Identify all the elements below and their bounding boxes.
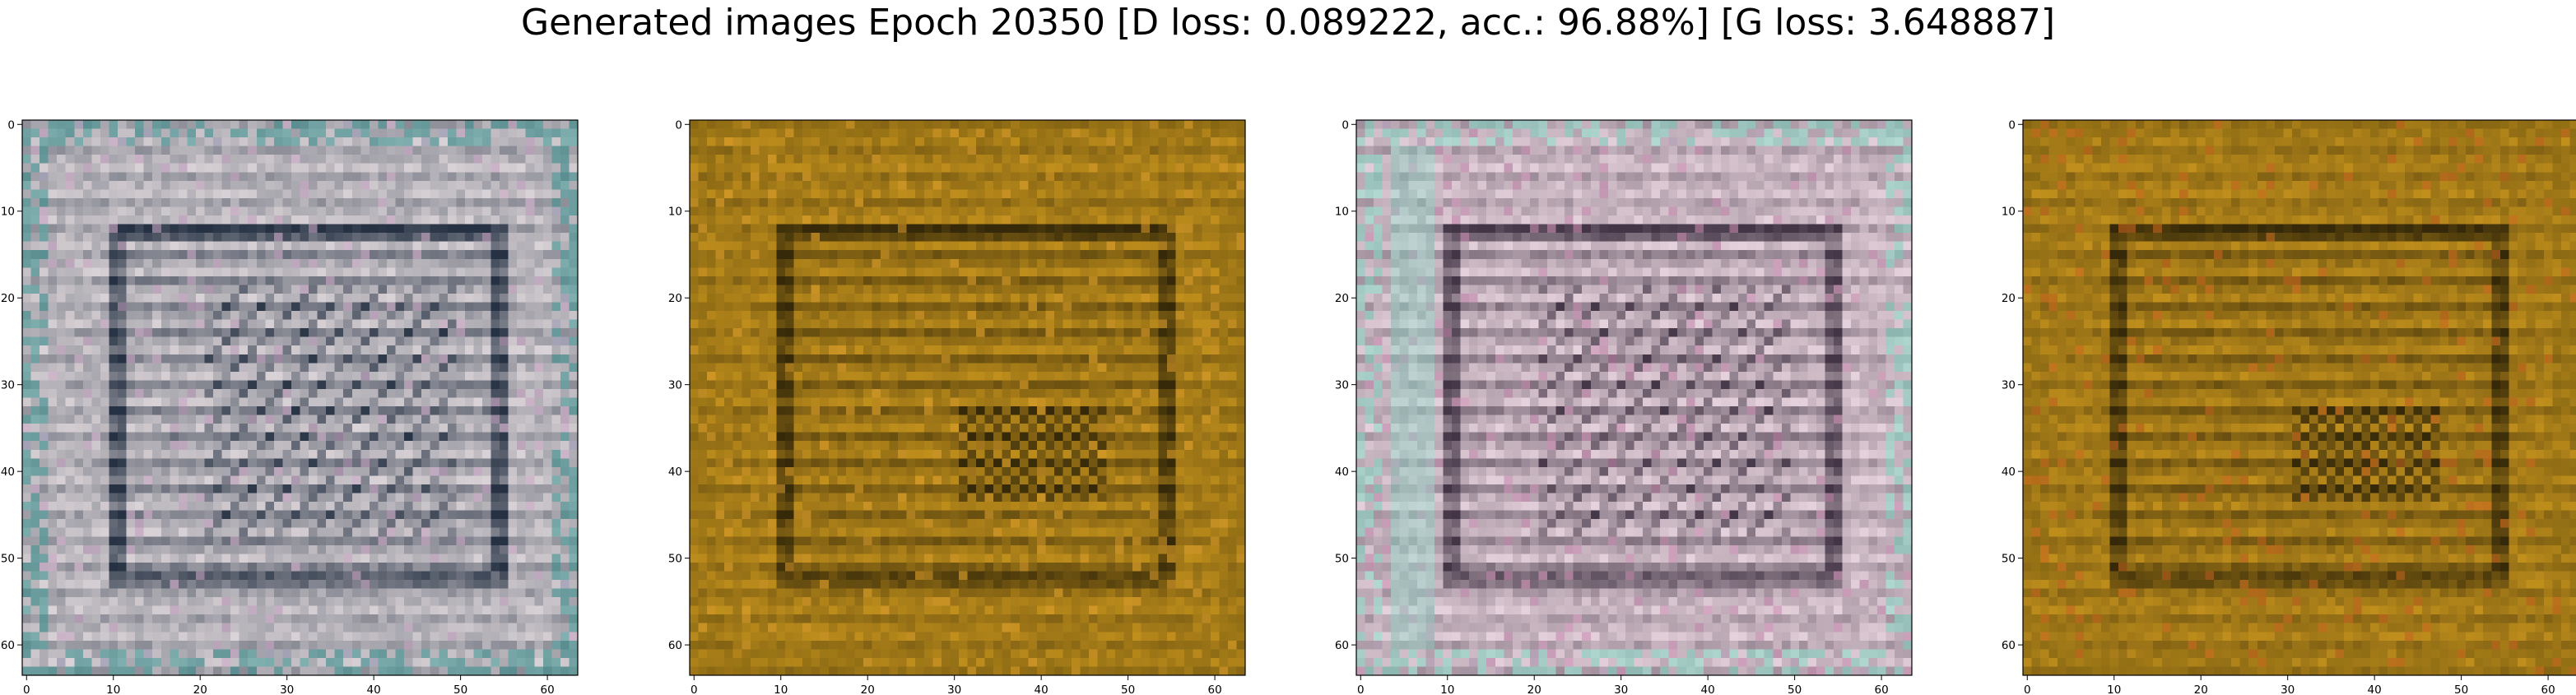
y-tick-label: 30	[2002, 379, 2016, 392]
generated-image-1	[22, 120, 579, 676]
x-tick-label: 20	[861, 683, 875, 695]
y-tick-label: 30	[1335, 379, 1349, 392]
x-tick-label: 60	[1874, 683, 1888, 695]
x-tick-label: 10	[106, 683, 120, 695]
y-tick-label: 50	[2002, 553, 2016, 566]
axes-frame-2	[689, 119, 1246, 676]
x-tick-label: 50	[1121, 683, 1135, 695]
x-tick-label: 40	[367, 683, 381, 695]
x-tick-label: 30	[947, 683, 961, 695]
y-tick-label: 10	[668, 206, 682, 219]
x-tick-label: 20	[2194, 683, 2208, 695]
y-tick-label: 20	[1, 292, 15, 305]
x-tick-label: 60	[540, 683, 554, 695]
x-tick-label: 20	[193, 683, 207, 695]
y-tick-label: 30	[668, 379, 682, 392]
y-tick-label: 0	[675, 118, 682, 132]
y-tick-label: 60	[1335, 639, 1349, 652]
y-tick-label: 40	[668, 466, 682, 479]
y-tick-label: 10	[1, 206, 15, 219]
x-tick-label: 40	[2368, 683, 2382, 695]
y-tick-label: 40	[2002, 466, 2016, 479]
x-tick-label: 60	[1207, 683, 1221, 695]
y-tick-label: 0	[2008, 118, 2016, 132]
x-tick-label: 40	[1701, 683, 1715, 695]
y-tick-label: 50	[668, 553, 682, 566]
y-tick-label: 20	[668, 292, 682, 305]
y-tick-label: 10	[1335, 206, 1349, 219]
image-panel-3: 0 10 20 30 40 50 60 0 10 20 30 40 50 60	[1335, 118, 1913, 695]
x-tick-label: 30	[280, 683, 294, 695]
x-tick-label: 30	[2281, 683, 2295, 695]
x-tick-label: 0	[690, 683, 698, 695]
figure-title: Generated images Epoch 20350 [D loss: 0.…	[520, 2, 2056, 44]
axes-frame-4	[2022, 119, 2576, 676]
x-tick-label: 50	[453, 683, 467, 695]
x-tick-label: 20	[1527, 683, 1541, 695]
y-tick-label: 0	[1341, 118, 1349, 132]
image-panel-1: 0 10 20 30 40 50 60 0 10 20 30 40 50 60	[1, 118, 579, 695]
x-tick-label: 50	[2454, 683, 2468, 695]
y-tick-label: 40	[1335, 466, 1349, 479]
image-panel-2: 0 10 20 30 40 50 60 0 10 20 30 40 50 60	[668, 118, 1246, 695]
y-tick-label: 60	[2002, 639, 2016, 652]
y-tick-label: 30	[1, 379, 15, 392]
x-tick-label: 10	[774, 683, 788, 695]
generated-image-2	[690, 120, 1246, 676]
y-tick-label: 60	[668, 639, 682, 652]
x-tick-label: 50	[1788, 683, 1802, 695]
image-panel-4: 0 10 20 30 40 50 60 0 10 20 30 40 50 60	[2002, 118, 2576, 695]
y-tick-label: 60	[1, 639, 15, 652]
x-tick-label: 40	[1035, 683, 1049, 695]
x-tick-label: 10	[1440, 683, 1454, 695]
x-tick-label: 0	[2024, 683, 2031, 695]
y-tick-label: 40	[1, 466, 15, 479]
axes-frame-3	[1355, 119, 1913, 676]
y-tick-label: 20	[1335, 292, 1349, 305]
x-tick-label: 30	[1614, 683, 1628, 695]
y-tick-label: 50	[1335, 553, 1349, 566]
generated-image-3	[1356, 120, 1913, 676]
y-tick-label: 50	[1, 553, 15, 566]
x-tick-label: 0	[23, 683, 30, 695]
y-tick-label: 0	[7, 118, 15, 132]
x-tick-label: 0	[1357, 683, 1365, 695]
x-tick-label: 60	[2541, 683, 2555, 695]
y-tick-label: 10	[2002, 206, 2016, 219]
x-tick-label: 10	[2107, 683, 2121, 695]
axes-frame-1	[21, 119, 579, 676]
generated-image-4	[2023, 120, 2576, 676]
y-tick-label: 20	[2002, 292, 2016, 305]
